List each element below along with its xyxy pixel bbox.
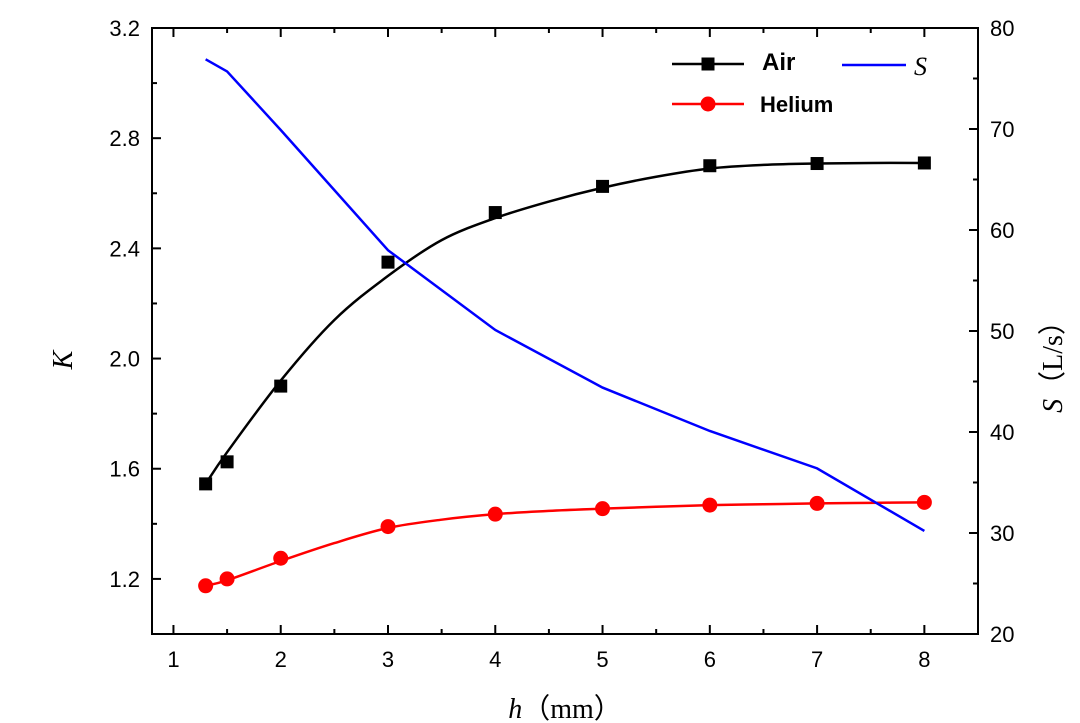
x-tick-label: 5	[596, 647, 608, 672]
x-tick-label: 1	[167, 647, 179, 672]
series-helium-point	[273, 550, 289, 566]
y-right-tick-label: 70	[990, 117, 1014, 142]
legend-helium-label: Helium	[760, 92, 833, 117]
y-left-tick-label: 1.2	[109, 567, 140, 592]
legend-helium-swatch-marker	[700, 96, 716, 112]
series-helium-point	[702, 497, 718, 513]
legend-air-swatch-marker	[701, 57, 715, 71]
series-s-line	[205, 58, 925, 533]
series-air-point	[488, 206, 502, 220]
y-left-axis-title: K	[48, 349, 79, 370]
x-tick-label: 7	[811, 647, 823, 672]
series-helium-fit-line	[205, 501, 925, 588]
x-tick-label: 8	[918, 647, 930, 672]
series-air-point	[220, 455, 234, 469]
y-right-tick-label: 40	[990, 420, 1014, 445]
x-tick-label: 3	[382, 647, 394, 672]
plot-frame	[151, 27, 979, 635]
x-tick-label: 4	[489, 647, 501, 672]
series-air-point	[274, 379, 288, 393]
legend-s-label: S	[914, 52, 927, 81]
series-air-point	[596, 179, 610, 193]
series-helium-point	[487, 506, 503, 522]
y-left-tick-label: 3.2	[109, 16, 140, 41]
series-air-point	[703, 159, 717, 173]
y-right-tick-label: 30	[990, 521, 1014, 546]
legend-air-label: Air	[762, 49, 795, 76]
series-air-point	[381, 255, 395, 269]
series-helium-point	[198, 578, 214, 594]
series-helium-point	[595, 501, 611, 517]
series-helium-point	[916, 494, 932, 510]
x-tick-label: 2	[275, 647, 287, 672]
y-left-tick-label: 1.6	[109, 457, 140, 482]
x-tick-label: 6	[704, 647, 716, 672]
series-helium-point	[380, 519, 396, 535]
y-right-axis-title-var: S	[1038, 399, 1069, 413]
series-helium-point	[219, 571, 235, 587]
series-air-fit-line	[204, 161, 925, 485]
x-axis-title-var: h	[508, 694, 522, 723]
y-right-axis-title: S（L/s）	[1037, 307, 1069, 413]
x-axis-title-unit: （mm）	[522, 693, 622, 723]
x-axis-title: h（mm）	[508, 693, 622, 723]
y-right-tick-label: 20	[990, 622, 1014, 647]
y-right-tick-label: 80	[990, 16, 1014, 41]
y-right-tick-label: 50	[990, 319, 1014, 344]
axes-layer: 1 2 3 4 5 6 7 8 1.2 1.6 2.0 2.4 2.8 3.2 20 30 40 50 60 70 80…	[48, 16, 1069, 723]
y-right-axis-title-unit: （L/s）	[1037, 307, 1069, 399]
y-left-tick-label: 2.4	[109, 236, 140, 261]
y-left-tick-label: 2.8	[109, 126, 140, 151]
series-air-point	[199, 477, 213, 491]
series-air-point	[917, 156, 931, 170]
series-air-point	[810, 157, 824, 171]
y-right-tick-label: 60	[990, 218, 1014, 243]
series-helium-point	[809, 495, 825, 511]
series-layer	[198, 58, 932, 594]
y-left-tick-label: 2.0	[109, 347, 140, 372]
legend: Air Helium S	[672, 49, 927, 117]
